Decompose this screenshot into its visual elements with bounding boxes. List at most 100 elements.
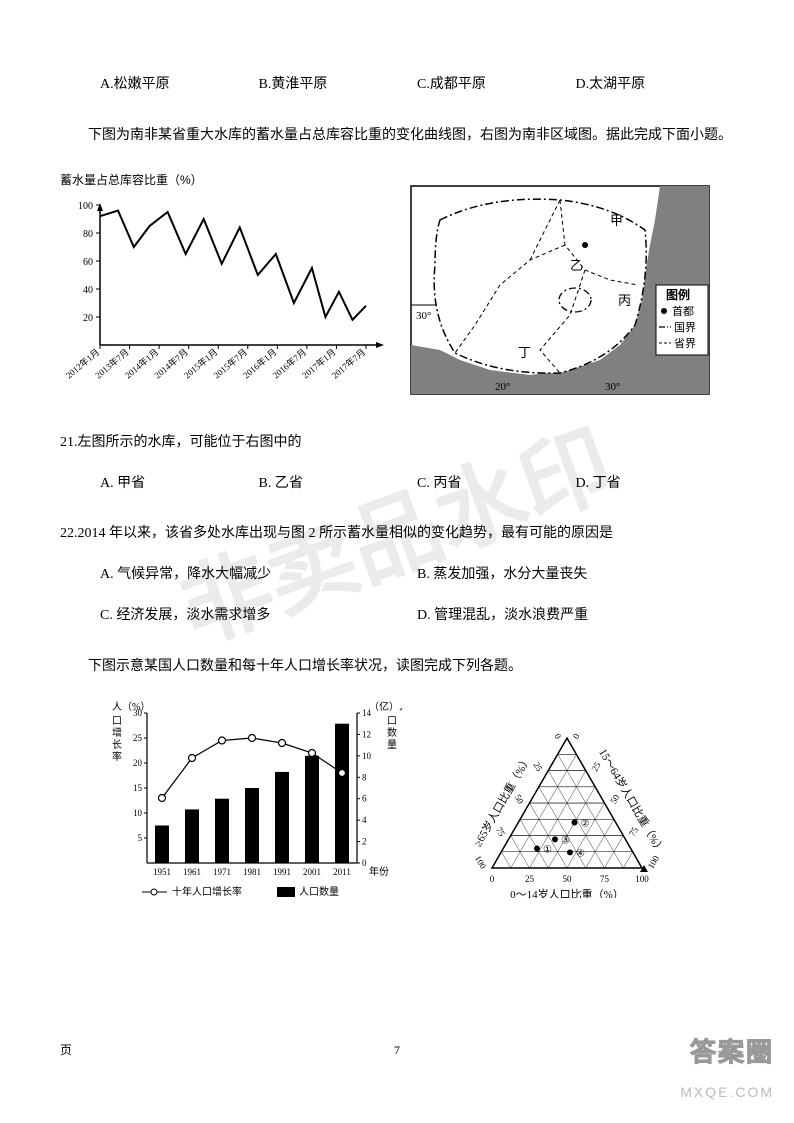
svg-text:75: 75 [627,824,640,837]
q21-b: B. 乙省 [259,469,418,500]
svg-text:甲: 甲 [610,213,623,228]
svg-text:15: 15 [133,783,143,793]
svg-text:数: 数 [387,726,397,739]
q21-a: A. 甲省 [100,469,259,500]
svg-text:12: 12 [362,729,371,739]
svg-text:增: 增 [112,726,122,739]
svg-text:20°: 20° [495,381,510,393]
svg-text:10: 10 [362,750,372,760]
svg-text:5: 5 [138,833,143,843]
population-bar-line-chart: 5101520253002468101214人（%）口增长率（亿）人口数量195… [102,698,402,898]
map-container: 30° 甲乙丙丁 图例首都国界省界 20° 30° [410,185,710,408]
svg-text:率: 率 [112,750,122,763]
svg-text:50: 50 [563,874,573,884]
svg-text:2001: 2001 [303,867,321,877]
svg-text:乙: 乙 [570,258,583,273]
svg-text:10: 10 [133,808,143,818]
svg-text:80: 80 [83,229,93,240]
logo-bottom: MXQE.COM [680,1077,774,1108]
svg-text:2011: 2011 [333,867,351,877]
q21-text: 21.左图所示的水库，可能位于右图中的 [60,428,734,459]
svg-text:8: 8 [362,772,367,782]
options-top: A.松嫩平原 B.黄淮平原 C.成都平原 D.太湖平原 [60,70,734,101]
q21-options: A. 甲省 B. 乙省 C. 丙省 D. 丁省 [60,469,734,500]
q22-a: A. 气候异常，降水大幅减少 [100,560,417,591]
footer-left: 页 [60,1037,72,1063]
q22-text: 22.2014 年以来，该省多处水库出现与图 2 所示蓄水量相似的变化趋势，最有… [60,519,734,550]
svg-text:国界: 国界 [674,321,696,334]
svg-text:①: ① [543,844,552,855]
svg-text:年份: 年份 [369,865,389,878]
svg-text:③: ③ [561,835,570,846]
footer-center: 7 [394,1037,400,1063]
svg-text:20: 20 [83,313,93,324]
svg-text:1951: 1951 [153,867,171,877]
svg-text:丁: 丁 [518,345,531,360]
svg-text:人（%）: 人（%） [112,701,150,713]
svg-text:口: 口 [387,716,397,727]
svg-text:100: 100 [473,853,489,870]
reservoir-line-chart: 204060801002012年1月2013年7月2014年1月2014年7月2… [60,195,390,395]
svg-text:十年人口增长率: 十年人口增长率 [172,885,242,898]
svg-text:75: 75 [494,825,507,838]
svg-text:4: 4 [362,815,367,825]
svg-text:1991: 1991 [273,867,291,877]
svg-text:2: 2 [362,836,367,846]
svg-text:1971: 1971 [213,867,231,877]
q21-d: D. 丁省 [576,469,735,500]
opt-b: B.黄淮平原 [259,70,418,101]
svg-text:60: 60 [83,257,93,268]
svg-text:100: 100 [635,874,649,884]
svg-text:30°: 30° [605,381,620,393]
line-chart-container: 蓄水量占总库容比重（%） 204060801002012年1月2013年7月20… [60,167,390,408]
q22-options: A. 气候异常，降水大幅减少 B. 蒸发加强，水分大量丧失 C. 经济发展，淡水… [60,560,734,642]
intro-1: 下图为南非某省重大水库的蓄水量占总库容比重的变化曲线图，右图为南非区域图。据此完… [60,121,734,152]
svg-text:1961: 1961 [183,867,201,877]
q22-c: C. 经济发展，淡水需求增多 [100,601,417,632]
south-africa-map: 30° 甲乙丙丁 图例首都国界省界 20° 30° [410,185,710,395]
svg-text:30°: 30° [416,310,431,322]
svg-text:1981: 1981 [243,867,261,877]
svg-text:口: 口 [112,716,122,727]
svg-text:6: 6 [362,793,367,803]
svg-text:100: 100 [78,201,93,212]
svg-text:④: ④ [576,848,585,859]
svg-text:②: ② [581,818,590,829]
q21-c: C. 丙省 [417,469,576,500]
opt-c: C.成都平原 [417,70,576,101]
svg-text:长: 长 [112,739,122,751]
chart1-title: 蓄水量占总库容比重（%） [60,167,390,193]
opt-d: D.太湖平原 [576,70,735,101]
svg-text:首都: 首都 [672,304,694,318]
svg-text:丙: 丙 [618,293,631,308]
q22-d: D. 管理混乱，淡水浪费严重 [417,601,734,632]
intro-2: 下图示意某国人口数量和每十年人口增长率状况，读图完成下列各题。 [60,652,734,683]
svg-text:图例: 图例 [666,287,690,302]
svg-text:25: 25 [531,760,544,773]
svg-text:省界: 省界 [674,337,696,350]
figures-row-2: 5101520253002468101214人（%）口增长率（亿）人口数量195… [60,698,734,898]
svg-text:0: 0 [362,858,367,868]
site-logo: 答案圈 MXQE.COM [680,1024,774,1108]
svg-text:100: 100 [646,853,662,870]
svg-text:25: 25 [133,733,143,743]
svg-text:0: 0 [490,874,495,884]
svg-text:量: 量 [387,739,397,751]
svg-text:25: 25 [589,759,602,772]
q22-b: B. 蒸发加强，水分大量丧失 [417,560,734,591]
svg-text:0: 0 [552,731,563,740]
svg-text:人口数量: 人口数量 [299,885,339,898]
svg-text:20: 20 [133,758,143,768]
svg-text:0: 0 [571,731,582,740]
figures-row-1: 蓄水量占总库容比重（%） 204060801002012年1月2013年7月20… [60,167,734,408]
svg-text:50: 50 [608,792,621,805]
logo-top: 答案圈 [680,1024,774,1081]
svg-text:40: 40 [83,285,93,296]
svg-text:0～14岁人口比重（%）: 0～14岁人口比重（%） [510,887,624,898]
svg-text:75: 75 [600,874,610,884]
page-footer: 页 7 第 [60,1037,734,1063]
svg-text:（亿）人: （亿）人 [369,700,402,713]
ternary-diagram: 0255075100100755025010075502500～14岁人口比重（… [442,698,692,898]
svg-text:50: 50 [513,792,526,805]
opt-a: A.松嫩平原 [100,70,259,101]
